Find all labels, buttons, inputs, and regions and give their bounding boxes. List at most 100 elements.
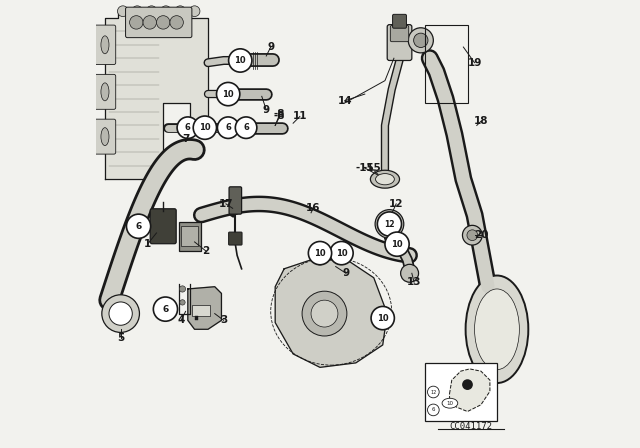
Circle shape <box>127 214 150 238</box>
Polygon shape <box>449 369 490 411</box>
Circle shape <box>175 6 186 17</box>
Ellipse shape <box>101 83 109 101</box>
Text: 6: 6 <box>243 123 249 132</box>
FancyBboxPatch shape <box>229 187 241 214</box>
Text: 19: 19 <box>467 58 482 68</box>
Bar <box>192 305 210 316</box>
Circle shape <box>428 404 439 416</box>
Ellipse shape <box>371 170 399 188</box>
Circle shape <box>408 28 433 53</box>
Ellipse shape <box>442 398 458 408</box>
Polygon shape <box>275 260 387 367</box>
Text: 16: 16 <box>306 203 321 213</box>
Text: -15: -15 <box>362 163 381 173</box>
Circle shape <box>308 241 332 265</box>
Text: 4: 4 <box>177 315 185 325</box>
Text: 10: 10 <box>377 314 388 323</box>
Ellipse shape <box>466 276 529 383</box>
Text: 10: 10 <box>447 401 453 406</box>
Text: 20: 20 <box>474 230 488 240</box>
Text: 9: 9 <box>342 268 349 278</box>
FancyBboxPatch shape <box>125 7 192 38</box>
Circle shape <box>375 210 404 238</box>
Text: 6: 6 <box>185 123 191 132</box>
Circle shape <box>311 300 338 327</box>
Circle shape <box>193 116 216 139</box>
Circle shape <box>146 6 157 17</box>
FancyBboxPatch shape <box>228 232 242 245</box>
Text: 9: 9 <box>262 105 270 115</box>
Bar <box>181 226 198 246</box>
Circle shape <box>143 16 157 29</box>
Circle shape <box>132 6 143 17</box>
Ellipse shape <box>385 218 394 230</box>
FancyBboxPatch shape <box>150 209 176 244</box>
Circle shape <box>218 117 239 138</box>
Circle shape <box>330 241 353 265</box>
Ellipse shape <box>376 173 394 185</box>
Polygon shape <box>105 9 208 179</box>
FancyBboxPatch shape <box>94 25 116 65</box>
Circle shape <box>177 117 198 138</box>
Text: 2: 2 <box>202 246 209 256</box>
FancyBboxPatch shape <box>392 14 406 28</box>
Circle shape <box>462 379 473 390</box>
Circle shape <box>302 291 347 336</box>
Bar <box>425 25 468 103</box>
Circle shape <box>180 300 185 305</box>
Circle shape <box>385 232 409 256</box>
Text: 12: 12 <box>384 220 395 228</box>
Text: 1: 1 <box>144 239 151 249</box>
Text: 18: 18 <box>474 116 488 126</box>
Text: 13: 13 <box>407 277 421 287</box>
Circle shape <box>371 306 394 330</box>
Text: 9: 9 <box>267 42 275 52</box>
Text: -8: -8 <box>274 112 285 121</box>
Circle shape <box>236 117 257 138</box>
Circle shape <box>179 286 186 292</box>
Text: 10: 10 <box>391 240 403 249</box>
Text: 6: 6 <box>136 222 141 231</box>
Text: 7: 7 <box>182 134 189 144</box>
Circle shape <box>216 82 240 106</box>
Text: -8: -8 <box>274 109 285 119</box>
FancyBboxPatch shape <box>390 26 409 42</box>
Circle shape <box>428 386 439 398</box>
Ellipse shape <box>475 289 520 370</box>
Text: 10: 10 <box>336 249 348 258</box>
Text: 10: 10 <box>314 249 326 258</box>
Polygon shape <box>188 287 221 329</box>
Circle shape <box>170 16 184 29</box>
Text: 6: 6 <box>163 305 168 314</box>
Circle shape <box>157 16 170 29</box>
Circle shape <box>463 225 482 245</box>
Circle shape <box>189 6 200 17</box>
Text: 10: 10 <box>234 56 246 65</box>
Text: 10: 10 <box>199 123 211 132</box>
Text: CC041172: CC041172 <box>449 422 492 431</box>
Text: 6: 6 <box>225 123 231 132</box>
Text: 17: 17 <box>219 199 233 209</box>
Circle shape <box>413 33 428 47</box>
FancyBboxPatch shape <box>94 119 116 154</box>
Circle shape <box>161 6 172 17</box>
FancyBboxPatch shape <box>179 222 202 251</box>
Circle shape <box>378 212 401 236</box>
Circle shape <box>109 302 132 325</box>
Circle shape <box>401 264 419 282</box>
Text: 12: 12 <box>389 199 403 209</box>
Bar <box>195 316 198 320</box>
Text: -15: -15 <box>355 163 374 173</box>
FancyBboxPatch shape <box>387 25 412 60</box>
FancyBboxPatch shape <box>94 74 116 109</box>
Circle shape <box>118 6 128 17</box>
Ellipse shape <box>101 128 109 146</box>
Circle shape <box>130 16 143 29</box>
Bar <box>425 363 497 421</box>
Text: 5: 5 <box>117 333 124 343</box>
Text: 3: 3 <box>220 315 227 325</box>
Text: 12: 12 <box>430 389 436 395</box>
Text: 11: 11 <box>292 112 307 121</box>
Text: 6: 6 <box>431 407 435 413</box>
Ellipse shape <box>101 36 109 54</box>
